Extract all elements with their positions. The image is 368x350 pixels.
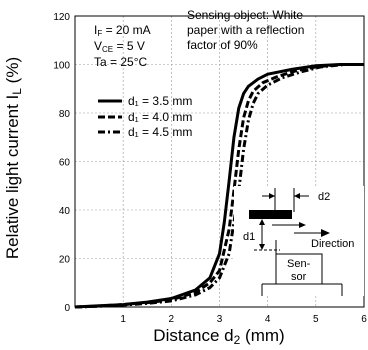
x-tick-label-2: 2 [169, 314, 175, 325]
x-tick-label-4: 4 [265, 314, 271, 325]
inset-d2-label: d2 [318, 191, 330, 203]
condition-ta: Ta = 25°C [94, 55, 147, 69]
y-axis-title-main: Relative light current I [3, 95, 22, 259]
sensing-object-line-1: Sensing object: White [187, 8, 303, 22]
y-axis-title: Relative light current IL (%) [3, 57, 24, 259]
inset-direction-label: Direction [311, 238, 354, 250]
d2-right-arrowhead [294, 193, 300, 199]
direction-arrowhead [321, 229, 330, 237]
x-axis-title-unit: (mm) [240, 326, 284, 345]
y-axis-title-unit: (%) [3, 57, 22, 88]
legend-label-3-5: d₁ = 3.5 mm [128, 94, 192, 108]
y-tick-label-20: 20 [59, 255, 71, 266]
inset-sensor-line-1: Sen- [287, 258, 311, 270]
condition-if-rest: = 20 mA [102, 23, 150, 37]
legend: d₁ = 3.5 mm d₁ = 4.0 mm d₁ = 4.5 mm [98, 94, 192, 139]
condition-vce-main: V [94, 39, 102, 53]
x-axis-title: Distance d2 (mm) [153, 326, 284, 347]
inset-d1-label: d1 [243, 231, 255, 243]
condition-vce-rest: = 5 V [113, 39, 145, 53]
y-tick-label-60: 60 [59, 158, 71, 169]
condition-if-sub: F [97, 29, 102, 38]
x-tick-label-5: 5 [313, 314, 319, 325]
svg-text:IF = 20 mA: IF = 20 mA [94, 23, 151, 38]
sensing-object-annotation: Sensing object: White paper with a refle… [187, 8, 304, 52]
conditions-annotation: IF = 20 mA VCE = 5 V Ta = 25°C [94, 23, 151, 69]
inset-diagram: d2 Direction d1 Sen- sor [234, 186, 364, 296]
y-tick-labels: 0 20 40 60 80 100 120 [53, 12, 70, 314]
sensing-object-bar [249, 210, 292, 219]
x-tick-label-1: 1 [120, 314, 126, 325]
condition-if-main: I [94, 23, 97, 37]
y-tick-label-100: 100 [53, 61, 70, 72]
y-tick-label-80: 80 [59, 109, 71, 120]
plot-frame [74, 15, 365, 308]
d1-bottom-arrowhead [259, 244, 265, 250]
x-tick-label-3: 3 [217, 314, 223, 325]
x-axis-title-sub: 2 [234, 333, 241, 347]
y-axis-title-sub: L [10, 88, 24, 95]
svg-text:VCE = 5 V: VCE = 5 V [94, 39, 145, 54]
series-lines [74, 63, 364, 309]
inset-sensor-line-2: sor [291, 271, 307, 283]
x-tick-label-6: 6 [361, 314, 367, 325]
x-axis-title-main: Distance d [153, 326, 233, 345]
x-tick-labels: 1 2 3 4 5 6 [120, 314, 367, 325]
sensor-box [275, 253, 323, 285]
sensing-object-line-2: paper with a reflection [187, 23, 304, 37]
d2-left-arrowhead [269, 193, 275, 199]
y-tick-label-0: 0 [64, 303, 70, 314]
d1-top-arrowhead [259, 219, 265, 225]
series-line-3 [74, 63, 364, 309]
condition-vce-sub: CE [102, 45, 113, 54]
y-tick-label-40: 40 [59, 206, 71, 217]
y-tick-label-120: 120 [53, 12, 70, 23]
legend-label-4-0: d₁ = 4.0 mm [128, 110, 192, 124]
legend-label-4-5: d₁ = 4.5 mm [128, 125, 192, 139]
bar-arrowhead [299, 222, 306, 228]
sensing-object-line-3: factor of 90% [187, 38, 258, 52]
